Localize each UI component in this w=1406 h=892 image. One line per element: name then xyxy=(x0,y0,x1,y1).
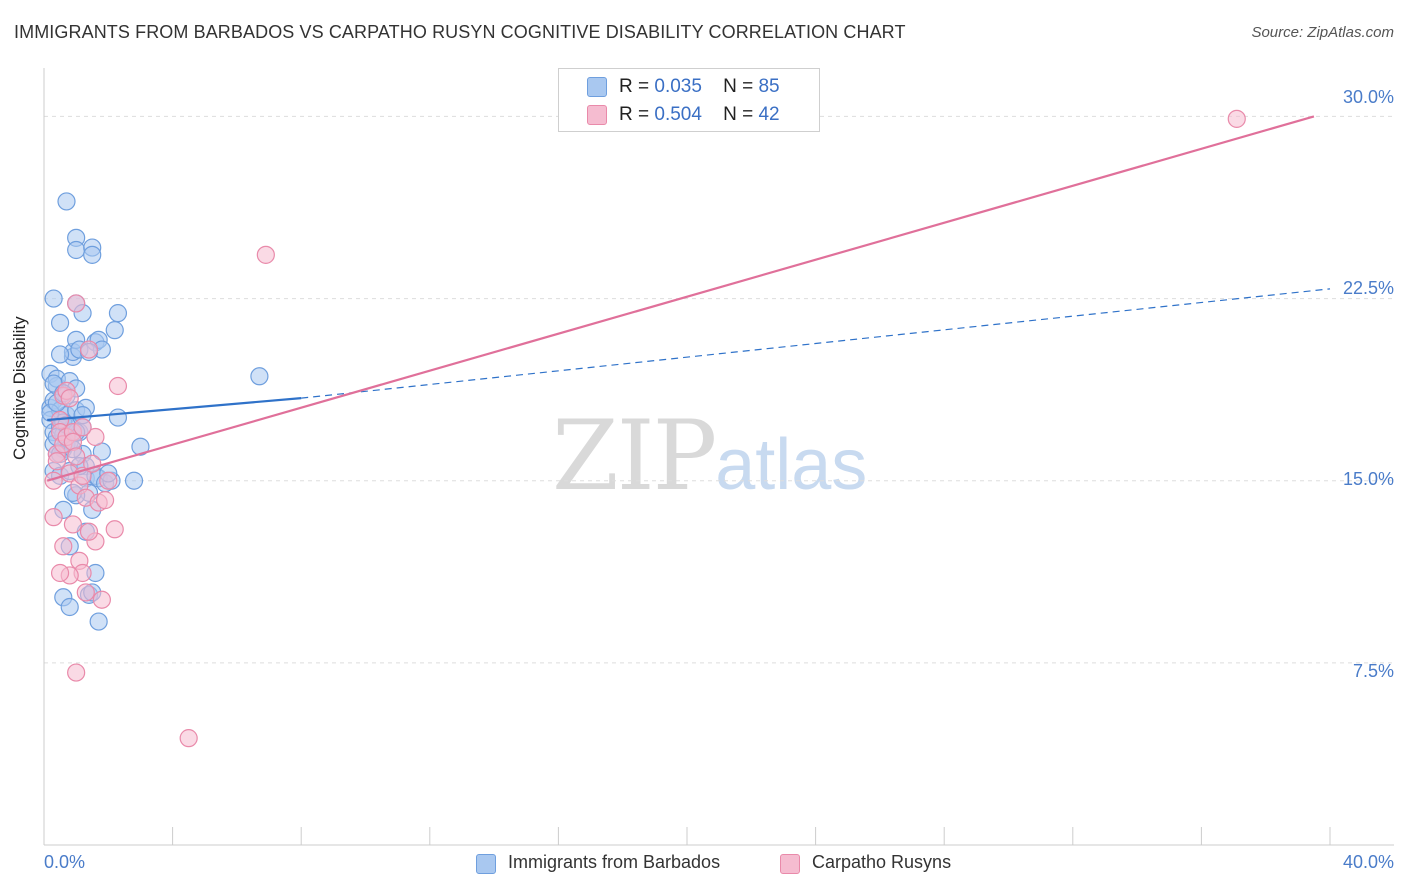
x-tick-label: 0.0% xyxy=(44,852,86,872)
watermark-atlas: atlas xyxy=(715,425,868,505)
point-carpatho-rusyn xyxy=(67,447,86,466)
point-barbados xyxy=(131,437,150,456)
legend-row-blue: R = 0.035 N = 85 xyxy=(619,76,780,98)
point-carpatho-rusyn xyxy=(67,294,86,313)
y-tick-label: 7.5% xyxy=(1352,661,1394,681)
point-barbados xyxy=(50,345,70,364)
legend: R = 0.035 N = 85 R = 0.504 N = 42 xyxy=(558,68,820,132)
legend-r-label: R = xyxy=(619,104,650,125)
legend-swatch-pink xyxy=(587,105,607,125)
watermark-zip: ZIP xyxy=(552,400,717,512)
point-carpatho-rusyn xyxy=(44,508,63,527)
point-barbados xyxy=(105,321,124,340)
y-tick-label: 15.0% xyxy=(1342,469,1394,489)
point-carpatho-rusyn xyxy=(79,522,99,541)
legend-r-value: 0.035 xyxy=(654,76,702,97)
point-carpatho-rusyn xyxy=(73,418,92,437)
bottom-legend-label-blue: Immigrants from Barbados xyxy=(508,852,721,872)
source-label: Source: ZipAtlas.com xyxy=(1251,24,1394,41)
legend-r-label: R = xyxy=(619,76,650,97)
point-barbados xyxy=(44,289,63,308)
point-carpatho-rusyn xyxy=(67,663,86,682)
x-tick-label: 40.0% xyxy=(1342,852,1394,872)
point-carpatho-rusyn xyxy=(1227,109,1246,128)
trend-line-barbados xyxy=(47,397,302,422)
point-carpatho-rusyn xyxy=(179,729,198,748)
point-carpatho-rusyn xyxy=(76,583,95,602)
point-barbados xyxy=(108,408,128,427)
point-carpatho-rusyn xyxy=(99,471,118,490)
legend-n-label: N = xyxy=(723,104,754,125)
point-barbados xyxy=(57,192,76,211)
point-carpatho-rusyn xyxy=(50,563,70,583)
point-barbados xyxy=(108,304,128,323)
point-barbados xyxy=(50,313,70,332)
point-carpatho-rusyn xyxy=(79,340,99,359)
y-tick-label: 22.5% xyxy=(1342,278,1394,298)
point-carpatho-rusyn xyxy=(54,537,73,556)
legend-r-value: 0.504 xyxy=(654,104,702,125)
point-carpatho-rusyn xyxy=(60,389,79,408)
point-carpatho-rusyn xyxy=(44,471,63,490)
trend-line-carpatho-rusyn xyxy=(46,115,1315,482)
y-axis-label: Cognitive Disability xyxy=(10,316,29,460)
point-barbados xyxy=(89,612,108,631)
point-carpatho-rusyn xyxy=(63,515,83,534)
point-barbados xyxy=(250,367,269,386)
bottom-legend-swatch-blue xyxy=(476,854,496,874)
y-tick-label: 30.0% xyxy=(1342,87,1394,107)
point-barbados xyxy=(60,597,79,617)
chart-title: IMMIGRANTS FROM BARBADOS VS CARPATHO RUS… xyxy=(14,22,906,42)
legend-row-pink: R = 0.504 N = 42 xyxy=(619,104,780,126)
legend-n-label: N = xyxy=(723,76,754,97)
bottom-legend-label-pink: Carpatho Rusyns xyxy=(812,852,952,872)
watermark: ZIPatlas xyxy=(552,400,867,512)
point-carpatho-rusyn xyxy=(92,590,111,609)
point-carpatho-rusyn xyxy=(105,520,124,539)
point-carpatho-rusyn xyxy=(256,245,275,264)
legend-swatch-blue xyxy=(587,77,607,97)
point-carpatho-rusyn xyxy=(108,376,128,396)
point-carpatho-rusyn xyxy=(95,491,115,510)
bottom-legend-swatch-pink xyxy=(780,854,800,874)
point-barbados xyxy=(67,240,86,260)
legend-n-value: 42 xyxy=(758,104,780,125)
point-carpatho-rusyn xyxy=(86,427,105,447)
point-carpatho-rusyn xyxy=(47,452,66,471)
legend-n-value: 85 xyxy=(758,76,780,97)
point-barbados xyxy=(124,471,144,490)
point-barbados xyxy=(83,245,102,264)
trend-line-dashed-barbados xyxy=(301,288,1331,399)
